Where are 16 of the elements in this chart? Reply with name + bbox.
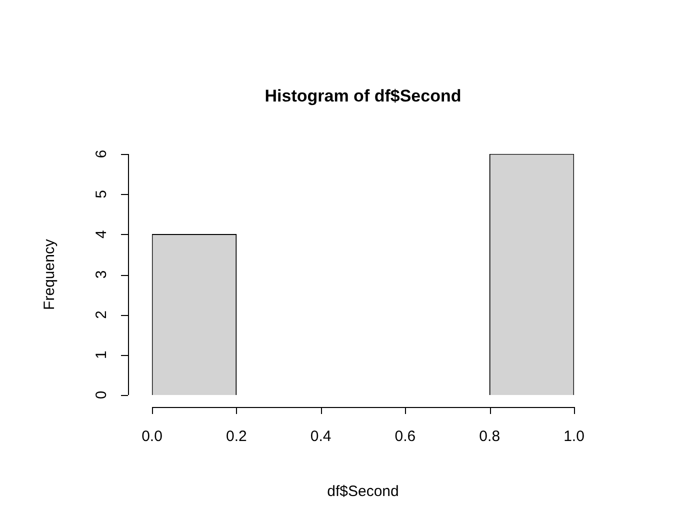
x-tick-label: 1.0 [564, 428, 584, 446]
y-tick-label: 5 [93, 190, 110, 198]
x-tick-label: 0.2 [226, 428, 247, 446]
x-tick-label: 0.0 [142, 428, 162, 446]
y-tick-label: 6 [93, 150, 110, 158]
x-tick-label: 0.6 [394, 428, 416, 446]
y-tick-label: 1 [93, 350, 110, 360]
y-tick-label: 2 [93, 310, 110, 319]
x-tick-label: 0.4 [310, 428, 332, 446]
x-tick-label: 0.8 [479, 428, 500, 446]
chart-title: Histogram of df$Second [264, 86, 462, 106]
y-tick-label: 3 [93, 270, 110, 279]
y-tick-label: 4 [93, 230, 110, 239]
x-axis-title: df$Second [327, 483, 399, 500]
y-axis-title: Frequency [41, 238, 58, 310]
y-tick-label: 0 [93, 390, 110, 400]
